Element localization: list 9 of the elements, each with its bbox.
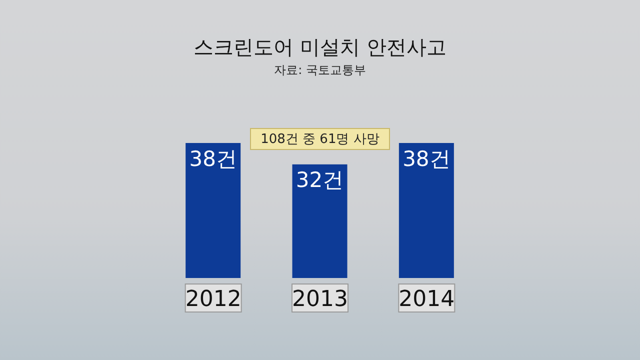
chart-title: 스크린도어 미설치 안전사고 (192, 34, 448, 61)
x-tick-label: 2014 (398, 287, 455, 312)
chart-subtitle: 자료: 국토교통부 (273, 62, 367, 79)
data-label: 32건 (296, 168, 344, 192)
data-label: 38건 (402, 146, 450, 171)
x-tick-label: 2012 (185, 287, 242, 312)
data-label: 38건 (189, 146, 237, 171)
annotation: 108건 중 61명 사망 (250, 128, 390, 150)
x-tick-label: 2013 (292, 287, 348, 312)
